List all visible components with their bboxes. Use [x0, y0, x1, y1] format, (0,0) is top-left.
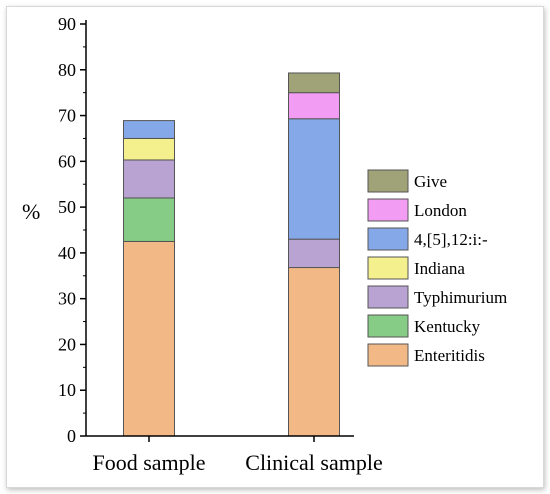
legend-swatch-london — [367, 198, 409, 222]
legend-swatch-indiana — [367, 256, 409, 280]
legend-swatch-4-5-12-i- — [367, 227, 409, 251]
legend-label: Give — [414, 172, 447, 191]
legend-label: Typhimurium — [414, 288, 507, 307]
y-tick-label: 40 — [58, 243, 76, 263]
bar-segment-typhimurium-food-sample — [123, 159, 175, 199]
y-tick-label: 80 — [58, 60, 76, 80]
bar-segment-4-5-12-i--clinical-sample — [288, 118, 340, 240]
bar-segment-indiana-food-sample — [123, 137, 175, 161]
bar-segment-enteritidis-clinical-sample — [288, 267, 340, 437]
y-axis-title: % — [22, 199, 40, 224]
bar-segment-4-5-12-i--food-sample — [123, 120, 175, 139]
legend-swatch-enteritidis — [367, 343, 409, 367]
legend-label: Indiana — [414, 259, 465, 278]
plot-area — [123, 72, 340, 437]
legend-swatch-give — [367, 169, 409, 193]
bar-segment-kentucky-food-sample — [123, 197, 175, 242]
x-tick-label: Clinical sample — [245, 450, 382, 475]
bar-segment-typhimurium-clinical-sample — [288, 238, 340, 269]
y-tick-label: 20 — [58, 334, 76, 354]
bar-segment-give-clinical-sample — [288, 72, 340, 94]
legend-label: Enteritidis — [414, 346, 485, 365]
legend-label: London — [414, 201, 467, 220]
legend: Give London 4,[5],12:i:- Indiana Typhimurium… — [367, 169, 507, 367]
bar-segment-london-clinical-sample — [288, 92, 340, 120]
x-tick-label: Food sample — [92, 450, 205, 475]
chart-frame — [6, 6, 544, 488]
y-tick-label: 70 — [58, 106, 76, 126]
legend-label: Kentucky — [414, 317, 481, 336]
legend-label: 4,[5],12:i:- — [414, 230, 488, 249]
legend-swatch-kentucky — [367, 314, 409, 338]
y-tick-label: 90 — [58, 14, 76, 34]
y-tick-label: 50 — [58, 197, 76, 217]
legend-swatch-typhimurium — [367, 285, 409, 309]
y-tick-label: 30 — [58, 289, 76, 309]
bar-segment-enteritidis-food-sample — [123, 240, 175, 437]
y-axis: 0 10 20 30 40 50 60 70 80 90 — [58, 14, 87, 446]
y-tick-label: 60 — [58, 151, 76, 171]
y-tick-label: 0 — [67, 426, 76, 446]
x-axis: Food sample Clinical sample — [86, 435, 383, 475]
y-tick-label: 10 — [58, 380, 76, 400]
